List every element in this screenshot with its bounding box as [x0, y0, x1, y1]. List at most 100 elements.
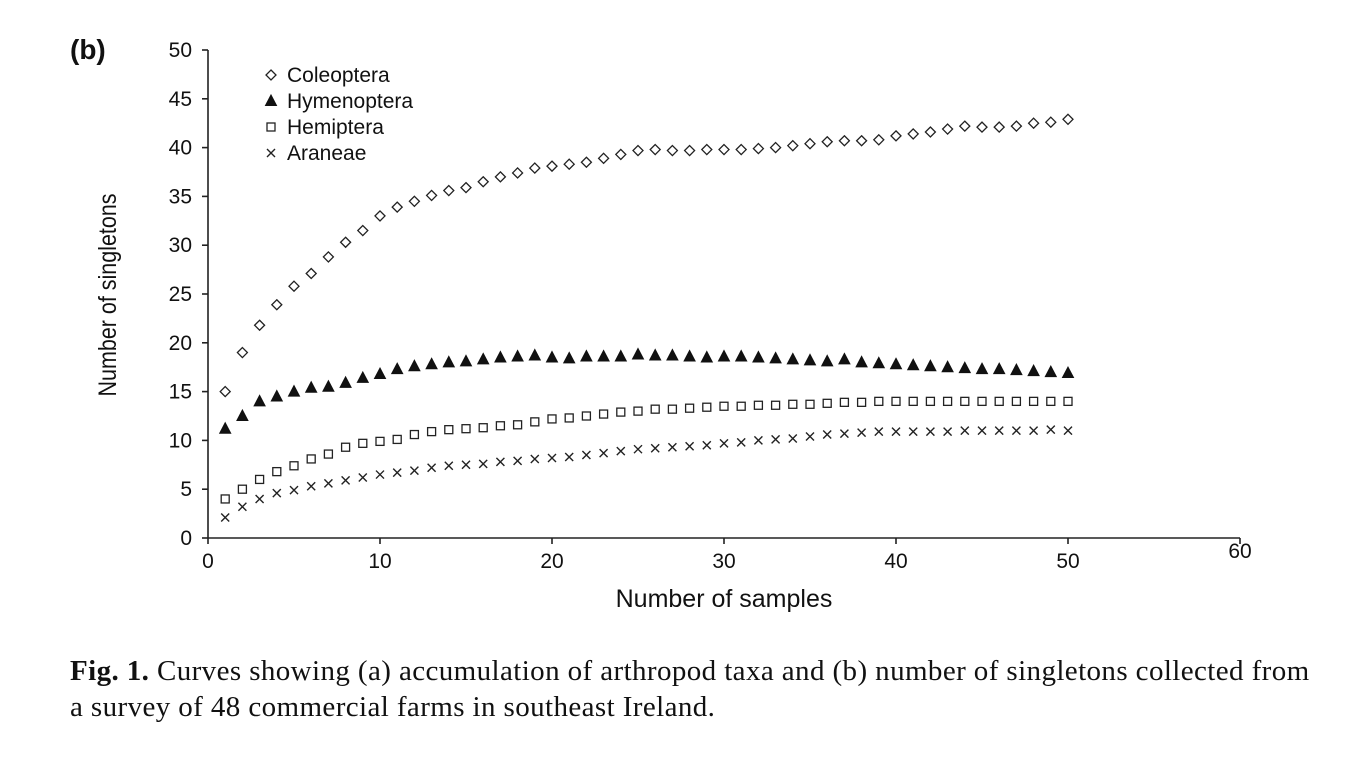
hymenoptera-point	[752, 350, 765, 363]
hemiptera-point	[547, 414, 557, 424]
coleoptera-point	[958, 120, 971, 133]
chart-axes: 0 5 10 15 20 25 30 35 40 45 50 0 10 20 30 40 50 60 Number …	[93, 39, 1251, 613]
y-tick-label: 50	[169, 39, 192, 62]
hemiptera-point	[426, 426, 437, 437]
coleoptera-point	[1062, 113, 1074, 126]
coleoptera-point	[993, 121, 1006, 134]
hymenoptera-point	[494, 350, 507, 363]
araneae-point	[272, 488, 282, 498]
hemiptera-point	[908, 396, 918, 407]
hemiptera-point	[495, 421, 506, 431]
legend-marker-araneae	[266, 148, 276, 158]
hemiptera-point	[461, 424, 471, 434]
hemiptera-point	[444, 425, 454, 435]
x-axis-title: Number of samples	[616, 585, 833, 613]
coleoptera-point	[1044, 116, 1057, 129]
araneae-point	[495, 457, 505, 467]
araneae-point	[444, 461, 454, 471]
araneae-point	[599, 448, 609, 458]
coleoptera-point	[546, 160, 558, 173]
chart-series	[218, 113, 1075, 522]
coleoptera-point	[597, 152, 610, 165]
coleoptera-point	[786, 139, 799, 152]
hemiptera-point	[736, 401, 746, 411]
araneae-point	[822, 430, 832, 440]
hymenoptera-point	[236, 408, 249, 421]
hemiptera-point	[702, 402, 712, 412]
araneae-point	[323, 478, 333, 488]
hemiptera-point	[633, 406, 643, 416]
hymenoptera-point	[734, 349, 748, 362]
hemiptera-point	[719, 401, 729, 411]
araneae-point	[427, 463, 437, 473]
araneae-point	[220, 513, 230, 522]
x-tick-label: 50	[1056, 550, 1079, 573]
hemiptera-point	[340, 442, 351, 452]
coleoptera-point	[907, 128, 920, 140]
coleoptera-point	[804, 137, 816, 150]
series-coleoptera	[219, 113, 1074, 398]
hymenoptera-point	[786, 352, 800, 365]
coleoptera-point	[494, 170, 507, 183]
hemiptera-point	[598, 409, 609, 419]
hymenoptera-point	[838, 352, 851, 365]
x-tick-label: 10	[368, 550, 391, 573]
hemiptera-point	[667, 404, 678, 414]
hymenoptera-point	[562, 351, 576, 364]
hemiptera-point	[1028, 396, 1039, 407]
coleoptera-point	[270, 298, 283, 311]
hemiptera-point	[925, 396, 936, 407]
coleoptera-point	[442, 184, 455, 197]
hemiptera-point	[323, 449, 334, 459]
araneae-point	[977, 426, 987, 436]
hymenoptera-point	[717, 349, 731, 362]
coleoptera-point	[563, 158, 576, 171]
hymenoptera-point	[906, 358, 920, 371]
hemiptera-point	[753, 400, 764, 410]
coleoptera-point	[838, 134, 851, 147]
hymenoptera-point	[253, 394, 266, 407]
coleoptera-point	[700, 143, 713, 156]
coleoptera-point	[477, 175, 490, 188]
hymenoptera-point	[700, 350, 714, 363]
coleoptera-point	[356, 224, 369, 237]
hymenoptera-point	[1061, 365, 1075, 379]
araneae-point	[306, 481, 316, 491]
coleoptera-point	[924, 126, 937, 138]
hymenoptera-point	[992, 362, 1006, 375]
y-tick-label: 40	[169, 137, 192, 160]
hemiptera-point	[564, 413, 574, 423]
coleoptera-point	[305, 267, 318, 280]
y-tick-label: 5	[180, 478, 192, 501]
hymenoptera-point	[941, 360, 954, 373]
coleoptera-point	[649, 143, 662, 156]
coleoptera-point	[632, 144, 644, 157]
caption-text: Curves showing (a) accumulation of arthr…	[70, 655, 1310, 723]
hemiptera-point	[805, 399, 815, 409]
series-araneae	[220, 425, 1073, 522]
hemiptera-point	[960, 396, 970, 407]
araneae-point	[633, 444, 643, 454]
coleoptera-point	[236, 346, 249, 359]
y-tick-label: 10	[169, 429, 192, 452]
coleoptera-point	[374, 210, 386, 222]
hymenoptera-point	[614, 349, 628, 362]
hemiptera-point	[874, 396, 884, 407]
hymenoptera-point	[855, 355, 868, 368]
araneae-point	[805, 432, 815, 441]
araneae-point	[237, 502, 247, 512]
coleoptera-point	[752, 142, 765, 155]
hemiptera-point	[822, 398, 832, 408]
hymenoptera-point	[287, 384, 301, 397]
hemiptera-point	[839, 397, 850, 407]
legend-marker-coleoptera	[265, 69, 277, 81]
x-tick-label: 60	[1228, 540, 1251, 563]
coleoptera-point	[821, 135, 834, 148]
y-tick-label: 30	[169, 234, 192, 257]
coleoptera-point	[614, 148, 627, 161]
y-tick-label: 15	[169, 381, 192, 404]
hymenoptera-point	[924, 359, 937, 372]
hemiptera-point	[788, 399, 798, 409]
coleoptera-point	[872, 133, 885, 146]
